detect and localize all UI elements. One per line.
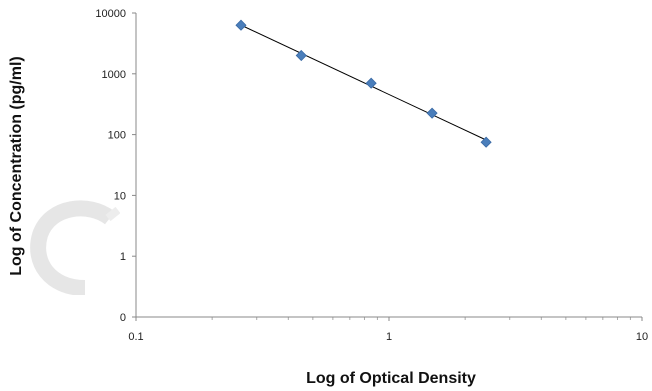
x-tick-label: 1 <box>386 331 392 343</box>
data-point-diamond <box>295 49 307 62</box>
y-tick-label: 0 <box>120 312 126 324</box>
x-tick-labels: 0.1 1 10 <box>128 317 648 343</box>
y-tick-labels: 0 1 10 100 1000 10000 <box>95 8 136 324</box>
y-tick-label: 100 <box>108 130 126 142</box>
trendline-group <box>240 24 487 141</box>
x-tick-label: 10 <box>636 331 648 343</box>
data-points <box>235 19 492 148</box>
data-point-diamond <box>235 19 247 31</box>
x-tick-label: 0.1 <box>128 331 143 343</box>
trendline <box>240 24 487 141</box>
y-axis-title: Log of Concentration (pg/ml) <box>8 56 25 276</box>
x-axis-title: Log of Optical Density <box>306 370 476 387</box>
y-tick-label: 10000 <box>95 8 126 20</box>
watermark-logo <box>30 200 120 295</box>
data-point-diamond <box>480 136 492 148</box>
data-point-diamond <box>365 77 377 89</box>
y-tick-label: 1 <box>120 251 126 263</box>
y-tick-label: 1000 <box>102 69 126 81</box>
y-tick-label: 10 <box>114 190 126 202</box>
data-point-diamond <box>426 107 438 119</box>
